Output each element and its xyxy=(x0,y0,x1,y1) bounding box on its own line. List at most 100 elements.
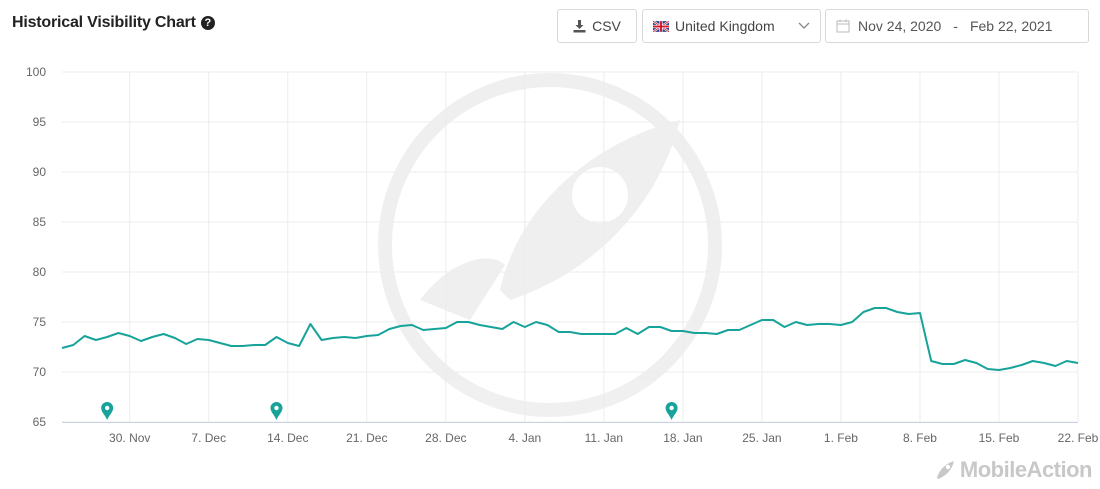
data-point[interactable] xyxy=(240,344,245,349)
data-point[interactable] xyxy=(726,328,731,333)
data-point[interactable] xyxy=(963,358,968,363)
data-point[interactable] xyxy=(364,334,369,339)
data-point[interactable] xyxy=(827,322,832,327)
data-point[interactable] xyxy=(116,331,121,336)
country-label: United Kingdom xyxy=(675,18,775,34)
data-point[interactable] xyxy=(1008,366,1013,371)
data-point[interactable] xyxy=(330,336,335,341)
data-point[interactable] xyxy=(274,335,279,340)
data-point[interactable] xyxy=(647,325,652,330)
data-point[interactable] xyxy=(680,329,685,334)
data-point[interactable] xyxy=(522,325,527,330)
data-point[interactable] xyxy=(635,332,640,337)
data-point[interactable] xyxy=(251,343,256,348)
country-select[interactable]: United Kingdom xyxy=(642,9,821,43)
data-point[interactable] xyxy=(218,341,223,346)
event-marker-icon[interactable] xyxy=(270,402,283,420)
data-point[interactable] xyxy=(150,335,155,340)
data-point[interactable] xyxy=(985,367,990,372)
event-marker-icon[interactable] xyxy=(665,402,678,420)
data-point[interactable] xyxy=(1042,361,1047,366)
data-point[interactable] xyxy=(703,331,708,336)
data-point[interactable] xyxy=(545,323,550,328)
data-point[interactable] xyxy=(568,330,573,335)
data-point[interactable] xyxy=(658,325,663,330)
data-point[interactable] xyxy=(861,310,866,315)
data-point[interactable] xyxy=(601,332,606,337)
data-point[interactable] xyxy=(139,339,144,344)
data-point[interactable] xyxy=(511,320,516,325)
data-point[interactable] xyxy=(455,320,460,325)
data-point[interactable] xyxy=(195,337,200,342)
data-point[interactable] xyxy=(906,312,911,317)
data-point[interactable] xyxy=(996,368,1001,373)
data-point[interactable] xyxy=(692,331,697,336)
data-point[interactable] xyxy=(432,327,437,332)
data-point[interactable] xyxy=(477,323,482,328)
data-point[interactable] xyxy=(1076,361,1081,366)
data-point[interactable] xyxy=(387,327,392,332)
data-point[interactable] xyxy=(488,325,493,330)
data-point[interactable] xyxy=(917,311,922,316)
y-tick-label: 100 xyxy=(26,65,46,79)
data-point[interactable] xyxy=(951,362,956,367)
data-point[interactable] xyxy=(184,342,189,347)
data-point[interactable] xyxy=(805,323,810,328)
data-point[interactable] xyxy=(782,325,787,330)
data-point[interactable] xyxy=(172,336,177,341)
data-point[interactable] xyxy=(929,359,934,364)
data-point[interactable] xyxy=(895,310,900,315)
data-point[interactable] xyxy=(748,323,753,328)
data-point[interactable] xyxy=(353,336,358,341)
data-point[interactable] xyxy=(1064,359,1069,364)
data-point[interactable] xyxy=(285,341,290,346)
data-point[interactable] xyxy=(319,338,324,343)
data-point[interactable] xyxy=(737,328,742,333)
csv-download-button[interactable]: CSV xyxy=(557,9,637,43)
data-point[interactable] xyxy=(714,332,719,337)
data-point[interactable] xyxy=(884,306,889,311)
data-point[interactable] xyxy=(816,322,821,327)
data-point[interactable] xyxy=(127,334,132,339)
data-point[interactable] xyxy=(60,346,65,351)
data-point[interactable] xyxy=(590,332,595,337)
data-point[interactable] xyxy=(82,334,87,339)
data-point[interactable] xyxy=(421,328,426,333)
data-point[interactable] xyxy=(850,320,855,325)
data-point[interactable] xyxy=(534,320,539,325)
date-range-picker[interactable]: Nov 24, 2020 - Feb 22, 2021 xyxy=(825,9,1089,43)
data-point[interactable] xyxy=(161,332,166,337)
event-marker-icon[interactable] xyxy=(101,402,114,420)
data-point[interactable] xyxy=(308,322,313,327)
data-point[interactable] xyxy=(1053,364,1058,369)
data-point[interactable] xyxy=(105,335,110,340)
data-point[interactable] xyxy=(940,362,945,367)
data-point[interactable] xyxy=(71,343,76,348)
data-point[interactable] xyxy=(398,324,403,329)
data-point[interactable] xyxy=(624,326,629,331)
data-point[interactable] xyxy=(229,344,234,349)
data-point[interactable] xyxy=(342,335,347,340)
data-point[interactable] xyxy=(1030,359,1035,364)
data-point[interactable] xyxy=(206,338,211,343)
data-point[interactable] xyxy=(838,323,843,328)
data-point[interactable] xyxy=(759,318,764,323)
help-icon[interactable]: ? xyxy=(200,16,215,30)
data-point[interactable] xyxy=(1019,363,1024,368)
data-point[interactable] xyxy=(376,333,381,338)
data-point[interactable] xyxy=(669,329,674,334)
data-point[interactable] xyxy=(613,332,618,337)
data-point[interactable] xyxy=(409,323,414,328)
data-point[interactable] xyxy=(93,338,98,343)
data-point[interactable] xyxy=(556,330,561,335)
data-point[interactable] xyxy=(443,326,448,331)
data-point[interactable] xyxy=(771,318,776,323)
data-point[interactable] xyxy=(793,320,798,325)
data-point[interactable] xyxy=(466,320,471,325)
data-point[interactable] xyxy=(263,343,268,348)
data-point[interactable] xyxy=(872,306,877,311)
data-point[interactable] xyxy=(974,361,979,366)
data-point[interactable] xyxy=(297,344,302,349)
data-point[interactable] xyxy=(500,327,505,332)
data-point[interactable] xyxy=(579,332,584,337)
